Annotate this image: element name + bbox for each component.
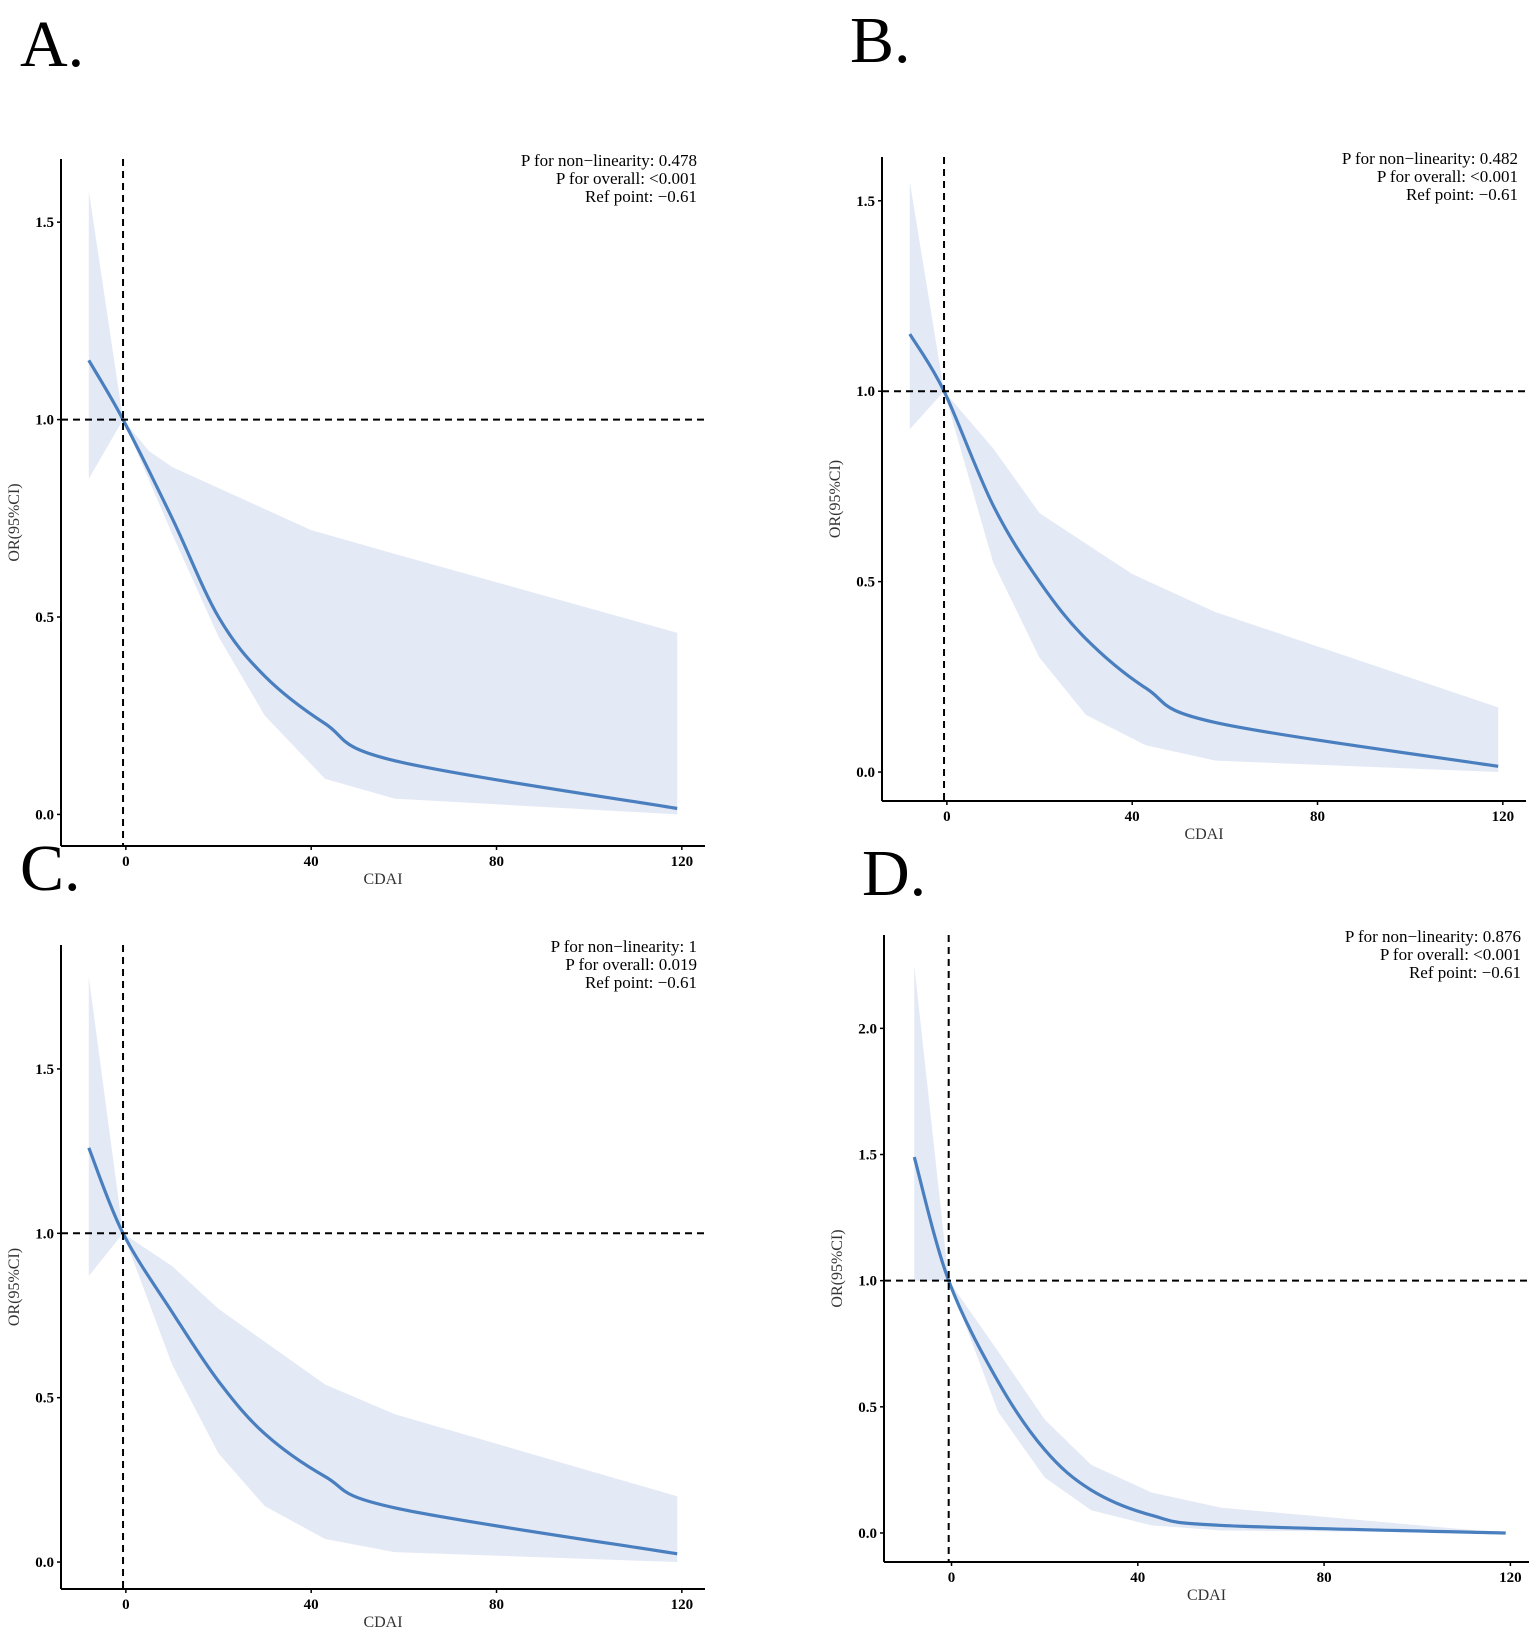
x-tick-label: 40 xyxy=(304,1597,319,1613)
stat-annotation: Ref point: −0.61 xyxy=(585,187,697,206)
panel-c: C. 0.0 0.5 1.0 1.5 0 40 80 120 CDAI OR(95%CI) P for… xyxy=(6,832,705,1631)
x-axis-label: CDAI xyxy=(1184,826,1223,843)
x-tick-label: 120 xyxy=(671,1597,694,1613)
x-tick-label: 80 xyxy=(1317,1570,1332,1586)
y-tick-label: 1.0 xyxy=(35,1226,54,1242)
ci-ribbon xyxy=(909,181,1499,773)
y-tick-label: 0.5 xyxy=(858,1400,877,1416)
x-tick-label: 120 xyxy=(1499,1570,1522,1586)
panel-label: D. xyxy=(862,837,926,910)
y-tick-label: 0.5 xyxy=(35,1391,54,1407)
panel-label: A. xyxy=(20,8,84,81)
panel-label: B. xyxy=(850,4,911,77)
stat-annotation: Ref point: −0.61 xyxy=(1409,963,1521,982)
stat-annotation: P for non−linearity: 0.482 xyxy=(1342,149,1518,168)
y-tick-label: 1.5 xyxy=(858,1148,877,1164)
x-tick-label: 40 xyxy=(1130,1570,1145,1586)
y-tick-label: 1.5 xyxy=(856,194,875,210)
x-tick-label: 0 xyxy=(122,1597,130,1613)
ci-ribbon xyxy=(88,190,678,815)
y-tick-label: 1.5 xyxy=(35,1062,54,1078)
stat-annotation: Ref point: −0.61 xyxy=(1406,185,1518,204)
y-tick-label: 0.5 xyxy=(35,610,54,626)
or-line xyxy=(912,1156,1506,1535)
x-tick-label: 80 xyxy=(489,854,504,870)
stat-annotation: P for overall: <0.001 xyxy=(1377,167,1518,186)
y-tick-label: 1.0 xyxy=(856,384,875,400)
y-axis-label: OR(95%CI) xyxy=(6,1248,23,1326)
x-tick-label: 80 xyxy=(1310,809,1325,825)
x-tick-label: 40 xyxy=(304,854,319,870)
stat-annotation: Ref point: −0.61 xyxy=(585,973,697,992)
panel-label: C. xyxy=(20,832,81,905)
stat-annotation: P for non−linearity: 0.876 xyxy=(1345,927,1521,946)
x-tick-label: 0 xyxy=(948,1570,956,1586)
stat-annotation: P for overall: <0.001 xyxy=(556,169,697,188)
or-line xyxy=(908,333,1499,768)
x-tick-label: 40 xyxy=(1125,809,1140,825)
y-tick-label: 0.0 xyxy=(35,807,54,823)
x-axis-label: CDAI xyxy=(1187,1587,1226,1604)
x-tick-label: 80 xyxy=(489,1597,504,1613)
y-tick-label: 0.0 xyxy=(858,1526,877,1542)
y-tick-label: 1.0 xyxy=(35,413,54,429)
y-axis-label: OR(95%CI) xyxy=(827,460,844,538)
or-line xyxy=(87,1147,678,1556)
ci-ribbon xyxy=(88,976,678,1563)
panel-d: D. 0.0 0.5 1.0 1.5 2.0 0 40 80 120 CDAI OR(95%CI) P … xyxy=(829,837,1529,1604)
x-tick-label: 0 xyxy=(122,854,130,870)
stat-annotation: P for overall: <0.001 xyxy=(1380,945,1521,964)
stat-annotation: P for non−linearity: 0.478 xyxy=(521,151,697,170)
y-tick-label: 1.0 xyxy=(858,1274,877,1290)
y-tick-label: 2.0 xyxy=(858,1021,877,1037)
y-axis-label: OR(95%CI) xyxy=(829,1229,846,1307)
or-line xyxy=(87,359,678,811)
ci-ribbon xyxy=(914,965,1506,1533)
panel-b: B. 0.0 0.5 1.0 1.5 0 40 80 120 CDAI OR(95%CI) P for… xyxy=(827,4,1526,843)
x-tick-label: 120 xyxy=(671,854,694,870)
y-tick-label: 0.0 xyxy=(856,765,875,781)
y-tick-label: 0.5 xyxy=(856,575,875,591)
stat-annotation: P for overall: 0.019 xyxy=(565,955,697,974)
y-tick-label: 0.0 xyxy=(35,1555,54,1571)
x-tick-label: 120 xyxy=(1492,809,1515,825)
x-axis-label: CDAI xyxy=(363,1614,402,1631)
panel-a: A. 0.0 0.5 1.0 1.5 0 40 80 120 CDAI OR(95%CI) P for… xyxy=(6,8,705,888)
x-tick-label: 0 xyxy=(943,809,951,825)
stat-annotation: P for non−linearity: 1 xyxy=(551,937,697,956)
x-axis-label: CDAI xyxy=(363,871,402,888)
y-tick-label: 1.5 xyxy=(35,215,54,231)
y-axis-label: OR(95%CI) xyxy=(6,483,23,561)
